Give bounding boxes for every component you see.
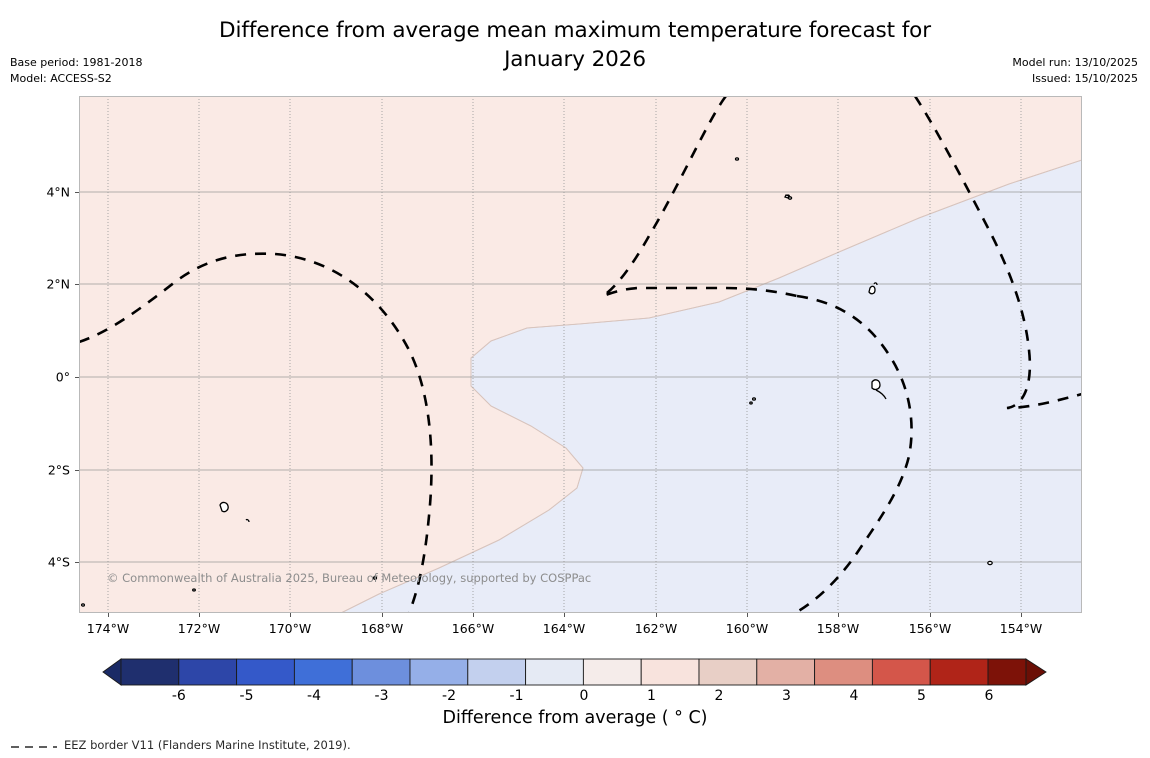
y-tickmark xyxy=(75,562,79,563)
x-tickmark xyxy=(747,613,748,617)
x-tick-label: 170°W xyxy=(268,621,312,636)
x-tickmark xyxy=(382,613,383,617)
x-tickmark xyxy=(656,613,657,617)
model-text: Model: ACCESS-S2 xyxy=(10,71,112,85)
colorbar-tick-label: 6 xyxy=(984,688,994,704)
y-tickmark xyxy=(75,377,79,378)
gridlines-vertical xyxy=(107,96,1022,613)
x-tick-label: 162°W xyxy=(634,621,678,636)
colorbar-tick-label: 1 xyxy=(647,688,656,704)
x-tick-label: 174°W xyxy=(86,621,130,636)
colorbar-axis-label: Difference from average ( ° C) xyxy=(442,708,708,728)
zero-contour-line xyxy=(340,159,1082,613)
x-tick-label: 154°W xyxy=(999,621,1043,636)
map-credit-text: © Commonwealth of Australia 2025, Bureau… xyxy=(107,571,592,585)
x-tickmark xyxy=(473,613,474,617)
x-tickmark xyxy=(1021,613,1022,617)
x-tickmark xyxy=(199,613,200,617)
y-tickmark xyxy=(75,470,79,471)
colorbar-extend-high xyxy=(1025,658,1047,686)
title-line-2: January 2026 xyxy=(504,47,646,72)
y-tick-label: 0° xyxy=(55,369,70,385)
colorbar-tick-label: -5 xyxy=(239,688,254,704)
colorbar-tick-label: -4 xyxy=(307,688,321,704)
issued-text: Issued: 15/10/2025 xyxy=(1031,71,1138,85)
gridlines-horizontal xyxy=(79,191,1082,563)
x-tick-label: 160°W xyxy=(725,621,769,636)
metadata-right: Model run: 13/10/2025 Issued: 15/10/2025 xyxy=(1012,55,1138,86)
colorbar[interactable]: -6 -5 -4 -3 -2 -1 0 1 2 3 4 5 6 xyxy=(0,655,1150,715)
colorbar-tick-label: -1 xyxy=(509,688,524,704)
colorbar-tick-label: -2 xyxy=(442,688,456,704)
x-tickmark xyxy=(838,613,839,617)
island-outlines xyxy=(80,157,993,607)
page-title: Difference from average mean maximum tem… xyxy=(0,16,1150,74)
y-tick-label: 2°N xyxy=(46,276,70,292)
y-tick-label: 2°S xyxy=(47,462,70,478)
colorbar-tick-label: 3 xyxy=(782,688,791,704)
colorbar-tick-label: 2 xyxy=(714,688,724,704)
x-tickmark xyxy=(564,613,565,617)
x-tick-label: 156°W xyxy=(908,621,952,636)
eez-legend: EEZ border V11 (Flanders Marine Institut… xyxy=(10,738,351,752)
colorbar-tick-label: 5 xyxy=(917,688,926,704)
model-run-text: Model run: 13/10/2025 xyxy=(1012,56,1138,69)
y-tick-label: 4°S xyxy=(47,554,70,570)
y-tickmark xyxy=(75,192,79,193)
x-tickmark xyxy=(930,613,931,617)
x-tickmark xyxy=(108,613,109,617)
y-tick-label: 4°N xyxy=(46,184,70,200)
eez-legend-label: EEZ border V11 (Flanders Marine Institut… xyxy=(64,738,351,752)
colorbar-extend-low xyxy=(102,658,122,686)
map-plot-area[interactable] xyxy=(79,96,1082,613)
eez-border-lines xyxy=(79,96,1082,613)
metadata-left: Base period: 1981-2018 Model: ACCESS-S2 xyxy=(10,55,142,86)
title-line-1: Difference from average mean maximum tem… xyxy=(219,18,931,43)
y-tickmark xyxy=(75,284,79,285)
colorbar-tick-label: 0 xyxy=(579,688,589,704)
x-tick-label: 166°W xyxy=(451,621,495,636)
colorbar-tick-label: -3 xyxy=(374,688,389,704)
x-tick-label: 168°W xyxy=(360,621,404,636)
x-tickmark xyxy=(290,613,291,617)
x-tick-label: 172°W xyxy=(177,621,221,636)
colorbar-tick-label: -6 xyxy=(171,688,186,704)
colorbar-segments xyxy=(102,658,1047,686)
x-tick-label: 158°W xyxy=(816,621,860,636)
x-tick-label: 164°W xyxy=(542,621,586,636)
base-period-text: Base period: 1981-2018 xyxy=(10,56,143,69)
eez-dash-sample-icon xyxy=(10,745,58,748)
colorbar-tick-label: 4 xyxy=(849,688,859,704)
